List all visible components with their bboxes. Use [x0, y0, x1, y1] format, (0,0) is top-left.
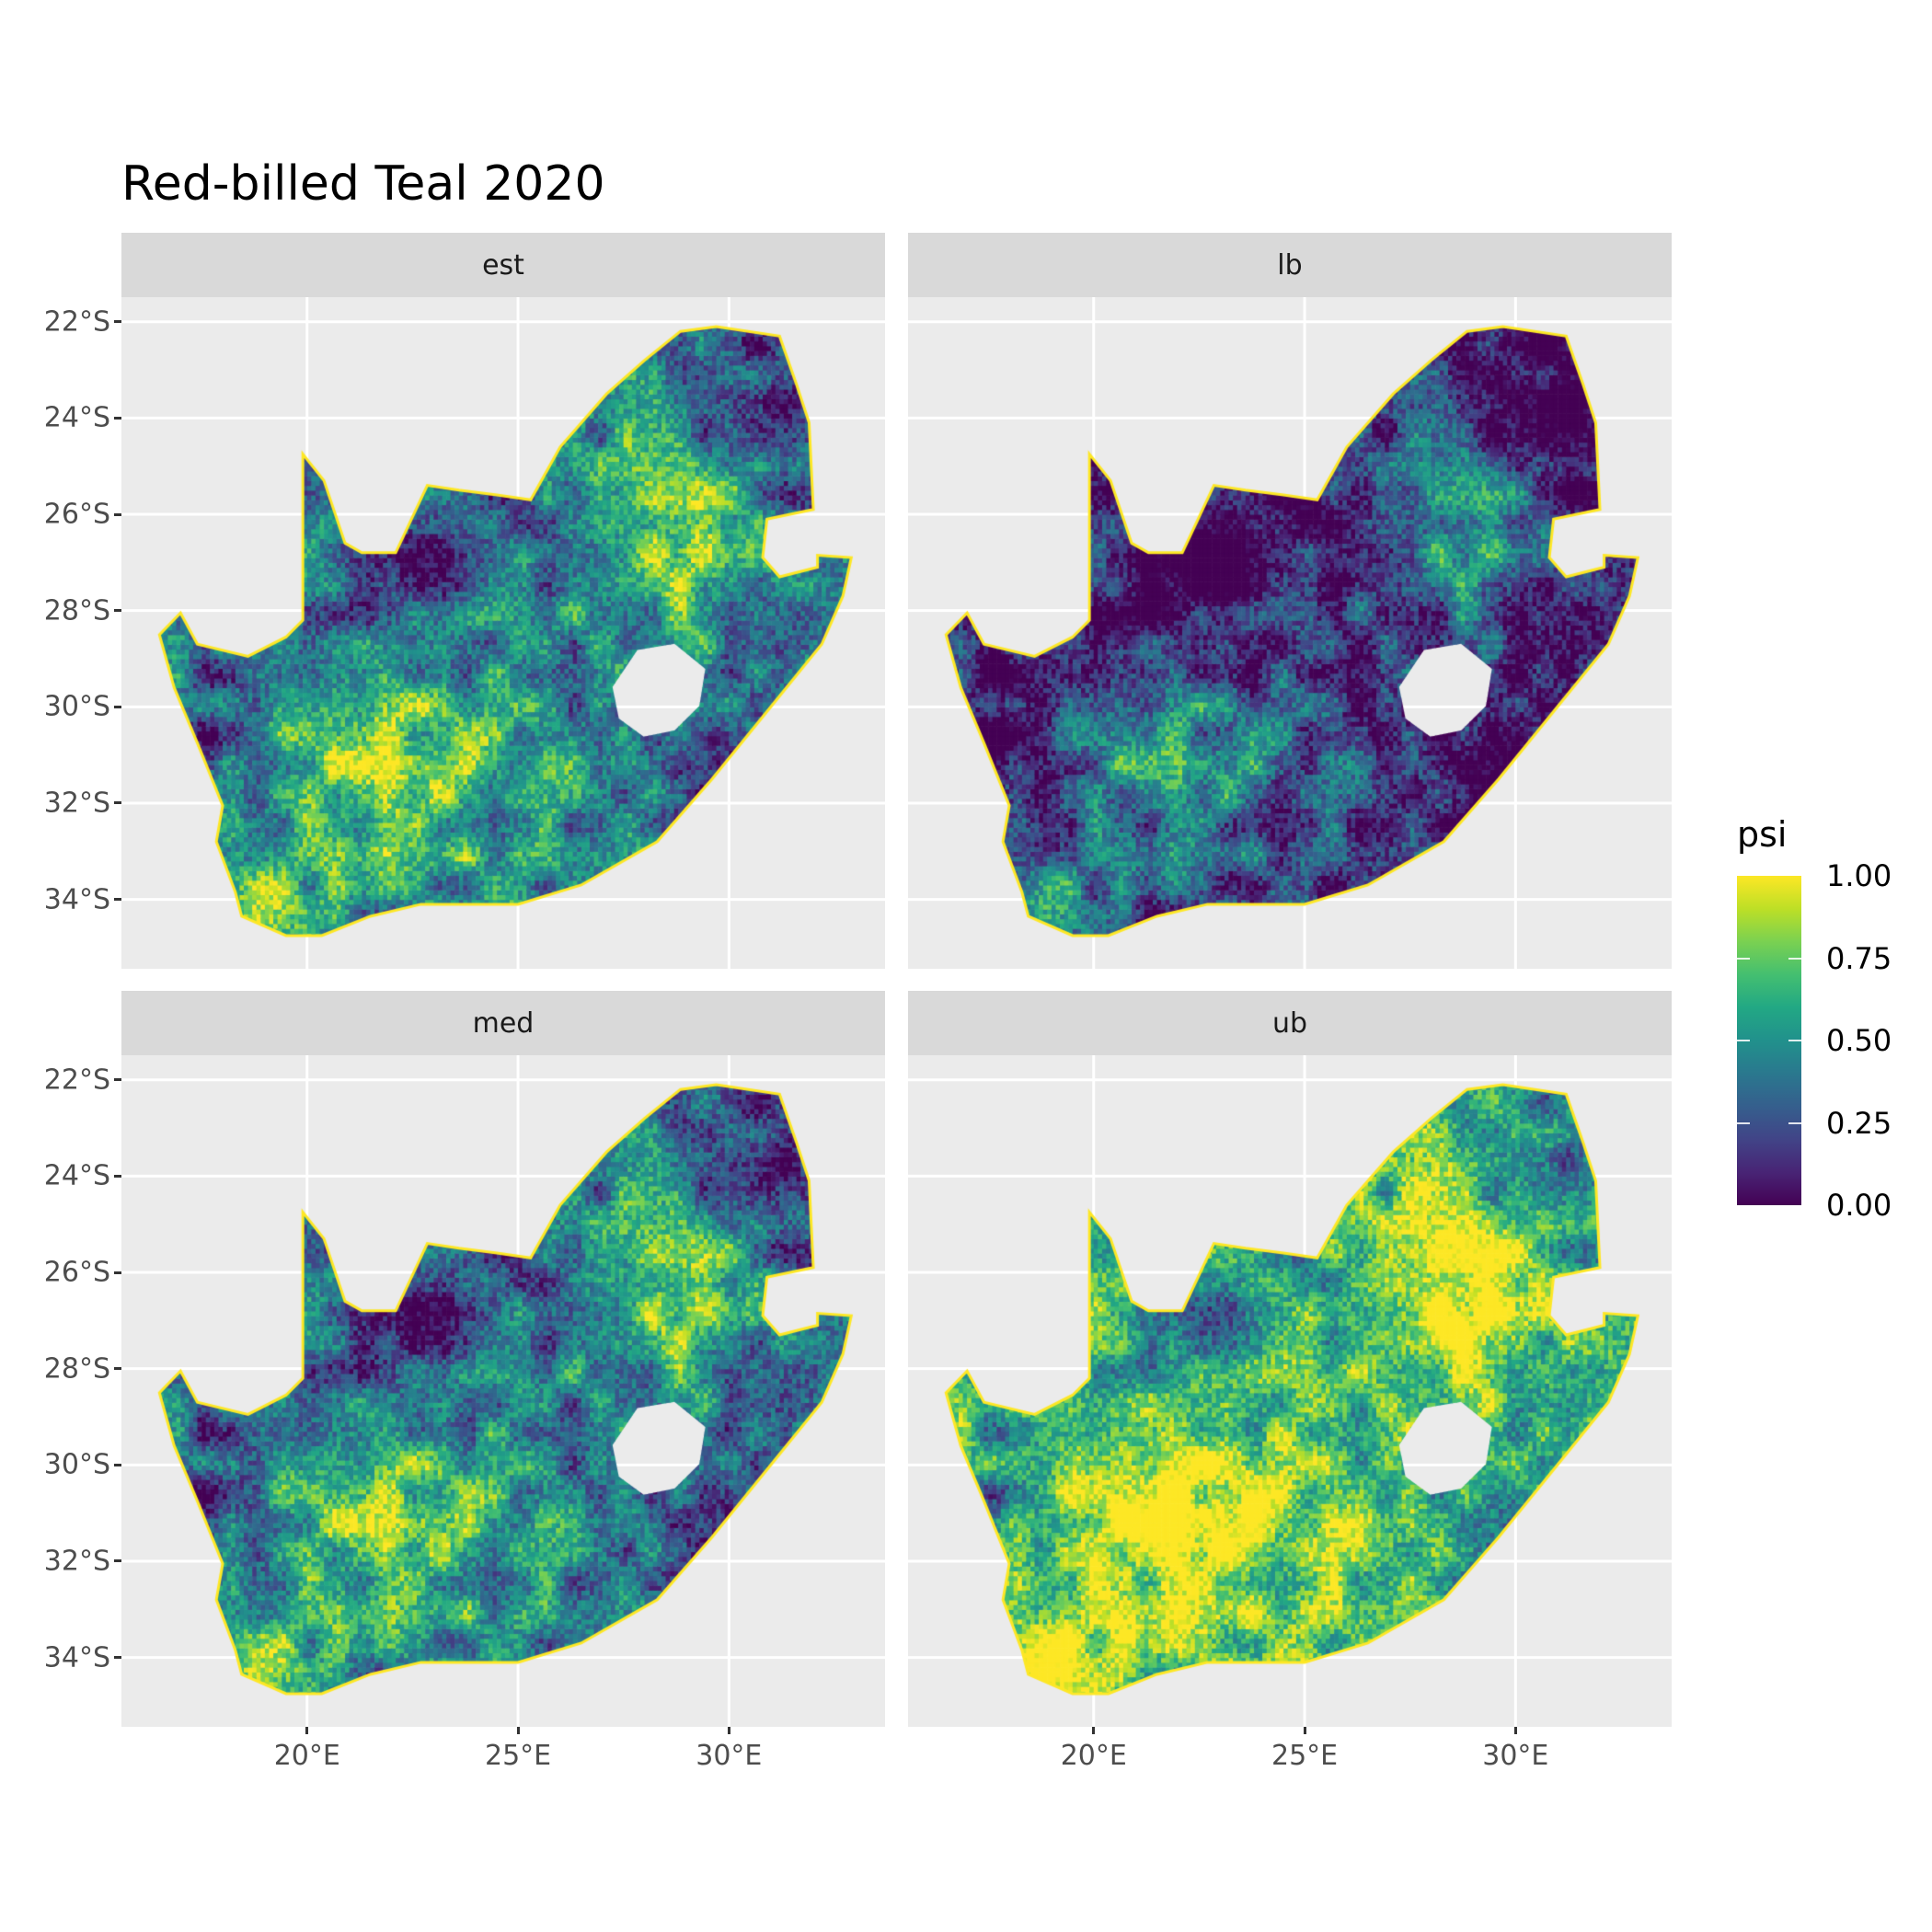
x-tick — [1303, 1727, 1306, 1734]
legend-label: 0.25 — [1826, 1105, 1892, 1141]
x-tick-label: 25°E — [1271, 1740, 1339, 1772]
legend-tick — [1737, 957, 1750, 960]
y-tick — [114, 705, 121, 708]
legend-title: psi — [1737, 814, 1788, 855]
y-tick-label: 24°S — [43, 401, 110, 434]
y-tick-label: 28°S — [43, 594, 110, 627]
map-plot-area — [908, 297, 1672, 969]
x-tick — [727, 1727, 730, 1734]
facet-strip: est — [121, 233, 885, 297]
y-tick-label: 34°S — [43, 883, 110, 916]
legend-label: 0.50 — [1826, 1023, 1892, 1058]
y-tick-label: 30°S — [43, 1448, 110, 1481]
legend-label: 1.00 — [1826, 858, 1892, 893]
facet-strip: ub — [908, 991, 1672, 1055]
y-tick — [114, 512, 121, 516]
x-tick-label: 25°E — [484, 1740, 552, 1772]
y-tick — [114, 1174, 121, 1178]
x-tick — [305, 1727, 309, 1734]
x-tick-label: 20°E — [1060, 1740, 1127, 1772]
y-tick — [114, 609, 121, 613]
y-tick — [114, 1271, 121, 1274]
y-tick — [114, 1078, 121, 1082]
map-plot-area — [908, 1055, 1672, 1727]
y-tick — [114, 416, 121, 420]
x-tick — [1513, 1727, 1517, 1734]
x-tick — [1092, 1727, 1096, 1734]
legend-label: 0.00 — [1826, 1188, 1892, 1223]
y-tick-label: 22°S — [43, 305, 110, 339]
y-tick — [114, 898, 121, 902]
map-plot-area — [121, 297, 885, 969]
occupancy-raster-lb — [908, 297, 1672, 969]
y-tick — [114, 1463, 121, 1466]
legend-tick — [1788, 1121, 1801, 1124]
y-tick-label: 34°S — [43, 1641, 110, 1674]
y-tick-label: 22°S — [43, 1064, 110, 1097]
y-tick-label: 26°S — [43, 1256, 110, 1289]
occupancy-raster-ub — [908, 1055, 1672, 1727]
occupancy-raster-est — [121, 297, 885, 969]
occupancy-raster-med — [121, 1055, 885, 1727]
y-tick-label: 32°S — [43, 787, 110, 820]
y-tick — [114, 1656, 121, 1660]
x-tick — [516, 1727, 520, 1734]
facet-strip: med — [121, 991, 885, 1055]
y-tick — [114, 320, 121, 324]
legend-tick — [1788, 957, 1801, 960]
y-tick-label: 24°S — [43, 1159, 110, 1192]
map-plot-area — [121, 1055, 885, 1727]
x-tick-label: 20°E — [273, 1740, 340, 1772]
x-tick-label: 30°E — [1482, 1740, 1549, 1772]
y-tick-label: 30°S — [43, 690, 110, 723]
legend-tick — [1737, 1040, 1750, 1041]
x-tick-label: 30°E — [696, 1740, 763, 1772]
legend-label: 0.75 — [1826, 940, 1892, 976]
y-tick — [114, 801, 121, 805]
y-tick-label: 28°S — [43, 1352, 110, 1386]
y-tick — [114, 1367, 121, 1371]
y-tick — [114, 1559, 121, 1563]
legend-tick — [1788, 1040, 1801, 1041]
legend-tick — [1737, 1121, 1750, 1124]
facet-strip: lb — [908, 233, 1672, 297]
plot-title: Red-billed Teal 2020 — [121, 156, 605, 212]
y-tick-label: 26°S — [43, 498, 110, 531]
y-tick-label: 32°S — [43, 1545, 110, 1578]
